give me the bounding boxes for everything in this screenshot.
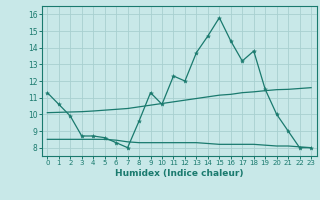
- X-axis label: Humidex (Indice chaleur): Humidex (Indice chaleur): [115, 169, 244, 178]
